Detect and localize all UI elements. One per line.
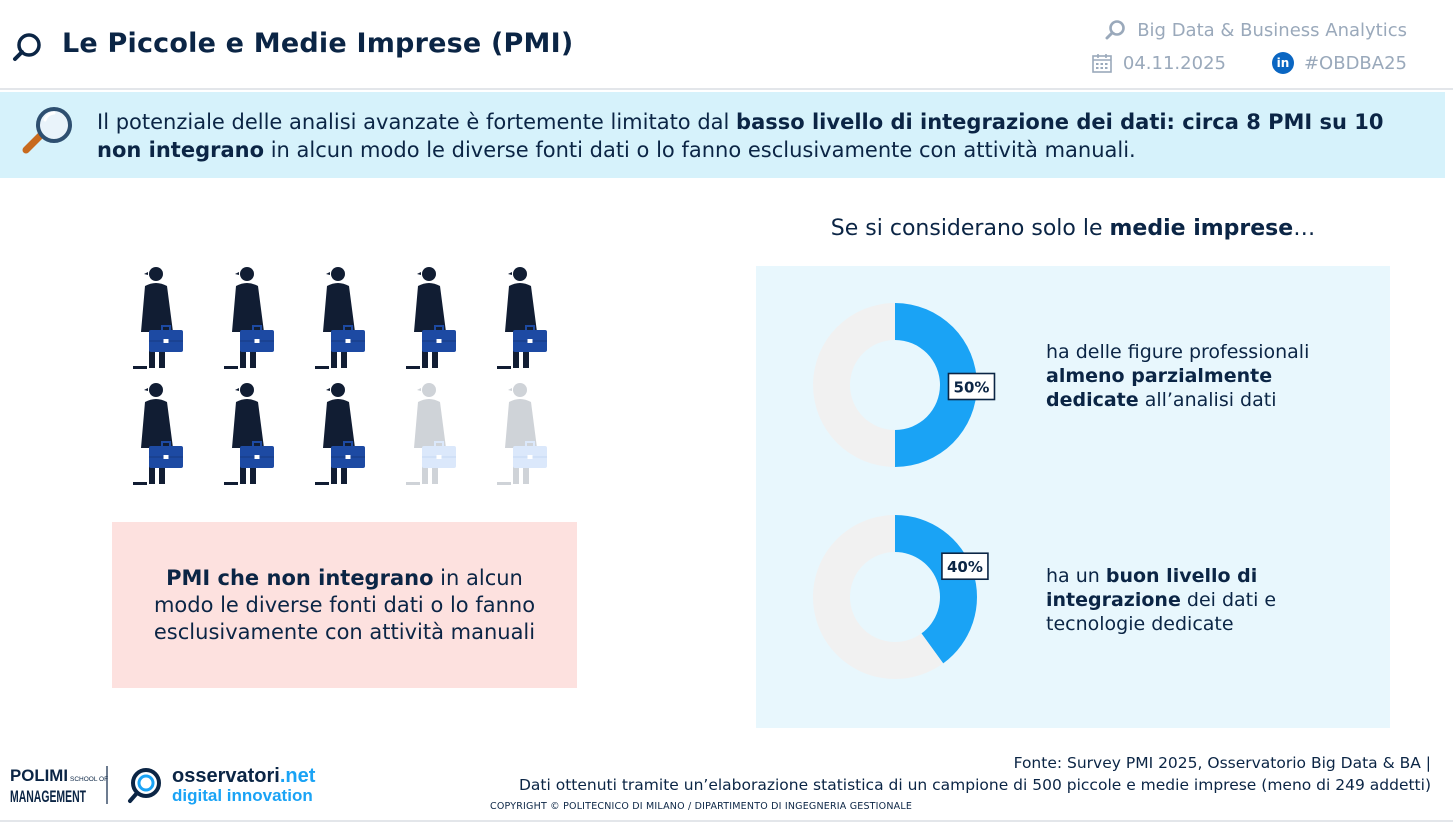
person-icon-highlighted <box>310 378 370 488</box>
donut-panel: 50% 40% ha delle figure professionali alm… <box>756 266 1390 728</box>
person-icon-highlighted <box>219 378 279 488</box>
bottom-divider <box>0 820 1453 822</box>
header-meta: Big Data & Business Analytics 04.11.2025… <box>1087 16 1407 80</box>
person-icon-highlighted <box>219 262 279 372</box>
copyright: COPYRIGHT © POLITECNICO DI MILANO / DIPA… <box>490 801 913 812</box>
person-icon-highlighted <box>310 262 370 372</box>
event-date: 04.11.2025 <box>1122 52 1226 74</box>
donut-2-value-label: 40% <box>941 552 989 581</box>
donut-1-slice-2 <box>813 303 895 467</box>
person-icon-highlighted <box>492 262 552 372</box>
page-title: Le Piccole e Medie Imprese (PMI) <box>62 28 574 59</box>
donut-charts: 50% 40% <box>813 303 996 679</box>
header: Le Piccole e Medie Imprese (PMI) Big Dat… <box>0 0 1453 90</box>
polimi-logo: POLIMI SCHOOL OF MANAGEMENT <box>10 766 108 806</box>
banner-highlight: basso livello di integrazione dei dati: … <box>97 110 1384 162</box>
event-name: Big Data & Business Analytics <box>1137 19 1407 41</box>
source-line-2: Dati ottenuti tramite un’elaborazione st… <box>518 776 1431 794</box>
pictogram-caption: PMI che non integrano in alcun modo le d… <box>153 565 536 644</box>
person-icon-highlighted <box>128 262 188 372</box>
person-icon-highlighted <box>401 262 461 372</box>
banner-text: Il potenziale delle analisi avanzate è f… <box>97 110 1384 162</box>
key-insight-banner: Il potenziale delle analisi avanzate è f… <box>0 92 1445 178</box>
pictogram-caption-box: PMI che non integrano in alcun modo le d… <box>112 522 577 688</box>
calendar-icon <box>1092 54 1112 73</box>
magnifier-logo-icon <box>13 33 41 61</box>
footer-logos: POLIMI SCHOOL OF MANAGEMENT osservatori.… <box>10 765 316 806</box>
donut-1-slice-1 <box>895 303 977 467</box>
source-note: Fonte: Survey PMI 2025, Osservatorio Big… <box>519 752 1431 796</box>
svg-text:osservatori.net: osservatori.net <box>172 765 316 787</box>
medium-firms-heading: Se si considerano solo le medie imprese… <box>830 216 1316 241</box>
person-icon-highlighted <box>128 378 188 488</box>
event-hashtag[interactable]: #OBDBA25 <box>1303 52 1407 74</box>
donut-1-description: ha delle figure professionali almeno par… <box>1046 341 1310 411</box>
person-icon-muted <box>492 378 552 488</box>
svg-text:50%: 50% <box>954 379 990 397</box>
donut-2-slice-1 <box>895 515 977 664</box>
pictogram-8-of-10 <box>128 262 548 492</box>
donut-2-slice-2 <box>813 515 944 679</box>
magnifier-icon <box>1105 20 1126 40</box>
linkedin-icon[interactable]: in <box>1271 52 1294 74</box>
svg-text:MANAGEMENT: MANAGEMENT <box>10 787 86 806</box>
osservatori-logo-icon <box>128 768 161 803</box>
donut-2-description: ha un buon livello di integrazione dei d… <box>1046 565 1277 635</box>
svg-text:POLIMI: POLIMI <box>10 766 68 785</box>
source-line-1: Fonte: Survey PMI 2025, Osservatorio Big… <box>1013 754 1431 772</box>
person-icon-muted <box>401 378 461 488</box>
svg-text:40%: 40% <box>947 558 983 576</box>
donut-1-value-label: 50% <box>947 372 996 401</box>
svg-text:SCHOOL OF: SCHOOL OF <box>70 776 108 783</box>
magnifying-glass-icon <box>22 107 72 154</box>
svg-text:digital innovation: digital innovation <box>172 786 313 805</box>
